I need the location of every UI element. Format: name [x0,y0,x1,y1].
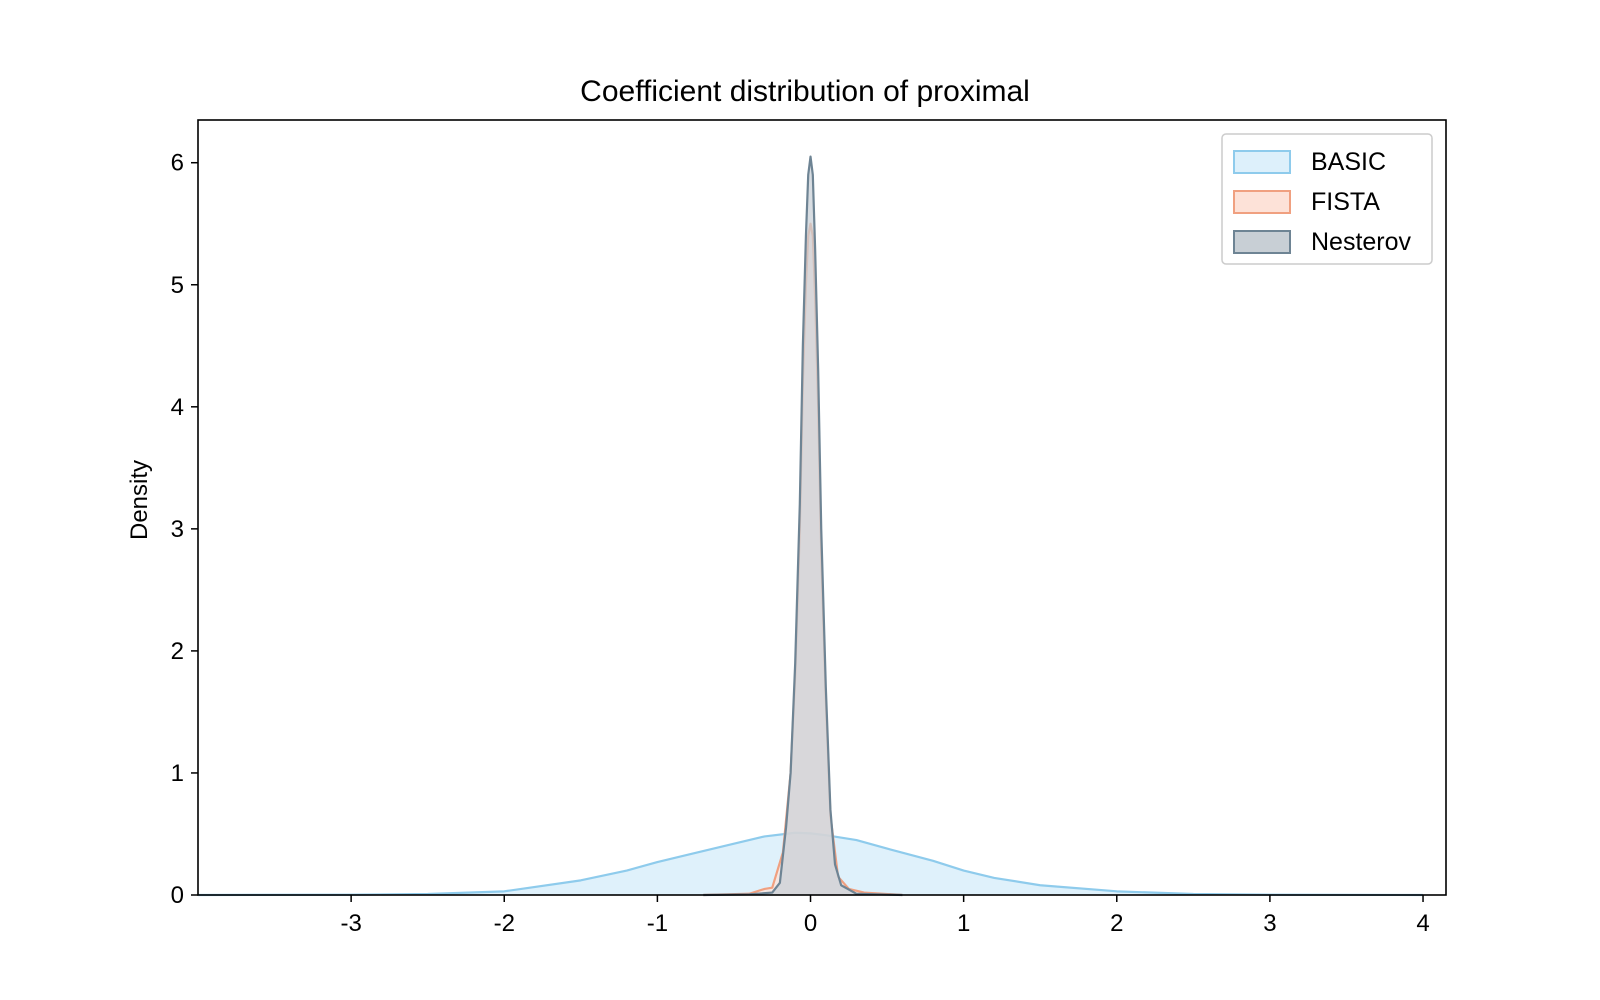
series-layer [197,155,1424,897]
x-tick-label: 2 [1110,910,1123,937]
y-tick-label: 1 [171,760,184,787]
legend-swatch-fista [1233,190,1291,214]
y-tick-label: 0 [171,882,184,909]
x-tick-label: -3 [340,910,361,937]
x-tick-label: -2 [494,910,515,937]
legend-label-basic: BASIC [1311,148,1386,176]
series-area-nesterov [703,156,903,896]
plot-frame [197,119,1447,896]
legend-swatch-nesterov [1233,230,1291,254]
y-axis: 0 1 2 3 4 5 6 [171,150,198,909]
y-tick-label: 5 [171,272,184,299]
series-line-nesterov [703,155,903,897]
x-tick-label: 4 [1416,910,1429,937]
y-axis-label: Density [126,460,153,540]
y-tick-label: 4 [171,394,184,421]
y-tick-label: 3 [171,516,184,543]
x-tick-label: 0 [804,910,817,937]
legend: BASIC FISTA Nesterov [1221,133,1433,265]
legend-swatch-basic [1233,150,1291,174]
x-axis: -3 -2 -1 0 1 2 3 4 [340,895,1430,937]
legend-label-nesterov: Nesterov [1311,228,1412,256]
y-tick-label: 6 [171,150,184,177]
chart-title: Coefficient distribution of proximal [580,75,1030,108]
y-tick-label: 2 [171,638,184,665]
x-tick-label: -1 [647,910,668,937]
x-tick-label: 1 [957,910,970,937]
legend-label-fista: FISTA [1311,188,1380,216]
x-tick-label: 3 [1263,910,1276,937]
